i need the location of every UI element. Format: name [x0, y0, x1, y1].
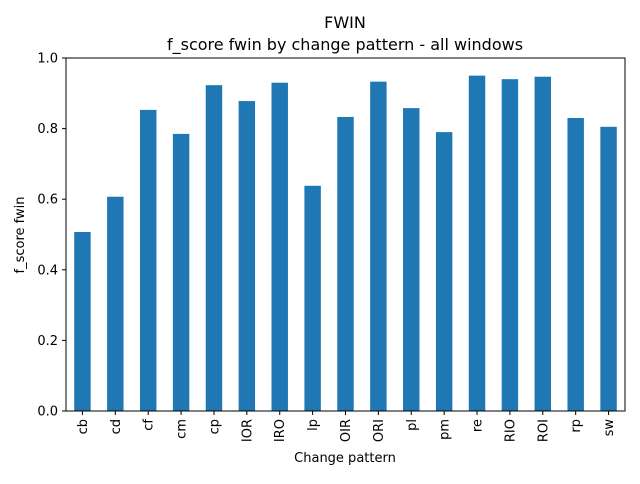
bars-layer [74, 75, 617, 412]
bar-IRO [271, 82, 288, 412]
bar-cf [139, 109, 157, 411]
x-tick-label: pm [438, 419, 453, 440]
x-tick-label: rp [569, 419, 584, 433]
bar-ROI [534, 76, 552, 412]
x-axis-label: Change pattern [294, 451, 396, 466]
chart-title: FWIN [324, 13, 366, 32]
bar-cm [172, 133, 190, 411]
y-axis-label: f_score fwin [13, 197, 28, 274]
y-tick-label: 0.6 [37, 193, 58, 208]
y-tick-label: 1.0 [37, 52, 58, 67]
axes-layer: 0.0 0.2 0.4 0.6 0.8 1.0 cb cd cf cm cp IOR IRO lp OIR O… [37, 52, 626, 442]
x-tick-label: cd [109, 419, 124, 434]
x-tick-label: cp [207, 419, 222, 434]
x-tick-label: IOR [240, 419, 255, 442]
x-tick-label: ROI [536, 419, 551, 442]
y-tick-label: 0.4 [37, 263, 58, 278]
bar-lp [304, 185, 321, 411]
x-tick-label: cb [76, 419, 91, 434]
x-tick-label: RIO [503, 419, 518, 442]
y-tick-label: 0.2 [37, 334, 58, 349]
bar-RIO [501, 79, 519, 412]
bar-pl [403, 108, 420, 411]
x-tick-label: ORI [372, 419, 387, 442]
bar-rp [567, 118, 584, 411]
bar-sw [600, 126, 617, 411]
x-tick-label: OIR [339, 419, 354, 442]
bar-cb [74, 232, 91, 411]
x-tick-label: IRO [273, 419, 288, 442]
bar-ORI [370, 81, 387, 412]
x-tick-label: re [471, 419, 486, 432]
bar-IOR [238, 101, 256, 411]
bar-pm [435, 132, 453, 411]
x-tick-label: lp [306, 419, 321, 431]
x-tick-label: pl [405, 419, 420, 431]
chart-subtitle: f_score fwin by change pattern - all win… [167, 35, 523, 55]
x-tick-label: cf [142, 419, 157, 431]
bar-cp [205, 85, 223, 412]
bar-cd [107, 196, 124, 411]
x-tick-label: sw [602, 419, 617, 437]
bar-re [468, 75, 486, 412]
y-tick-label: 0.8 [37, 122, 58, 137]
y-tick-label: 0.0 [37, 405, 58, 420]
bar-OIR [337, 116, 354, 411]
x-tick-label: cm [175, 419, 190, 439]
